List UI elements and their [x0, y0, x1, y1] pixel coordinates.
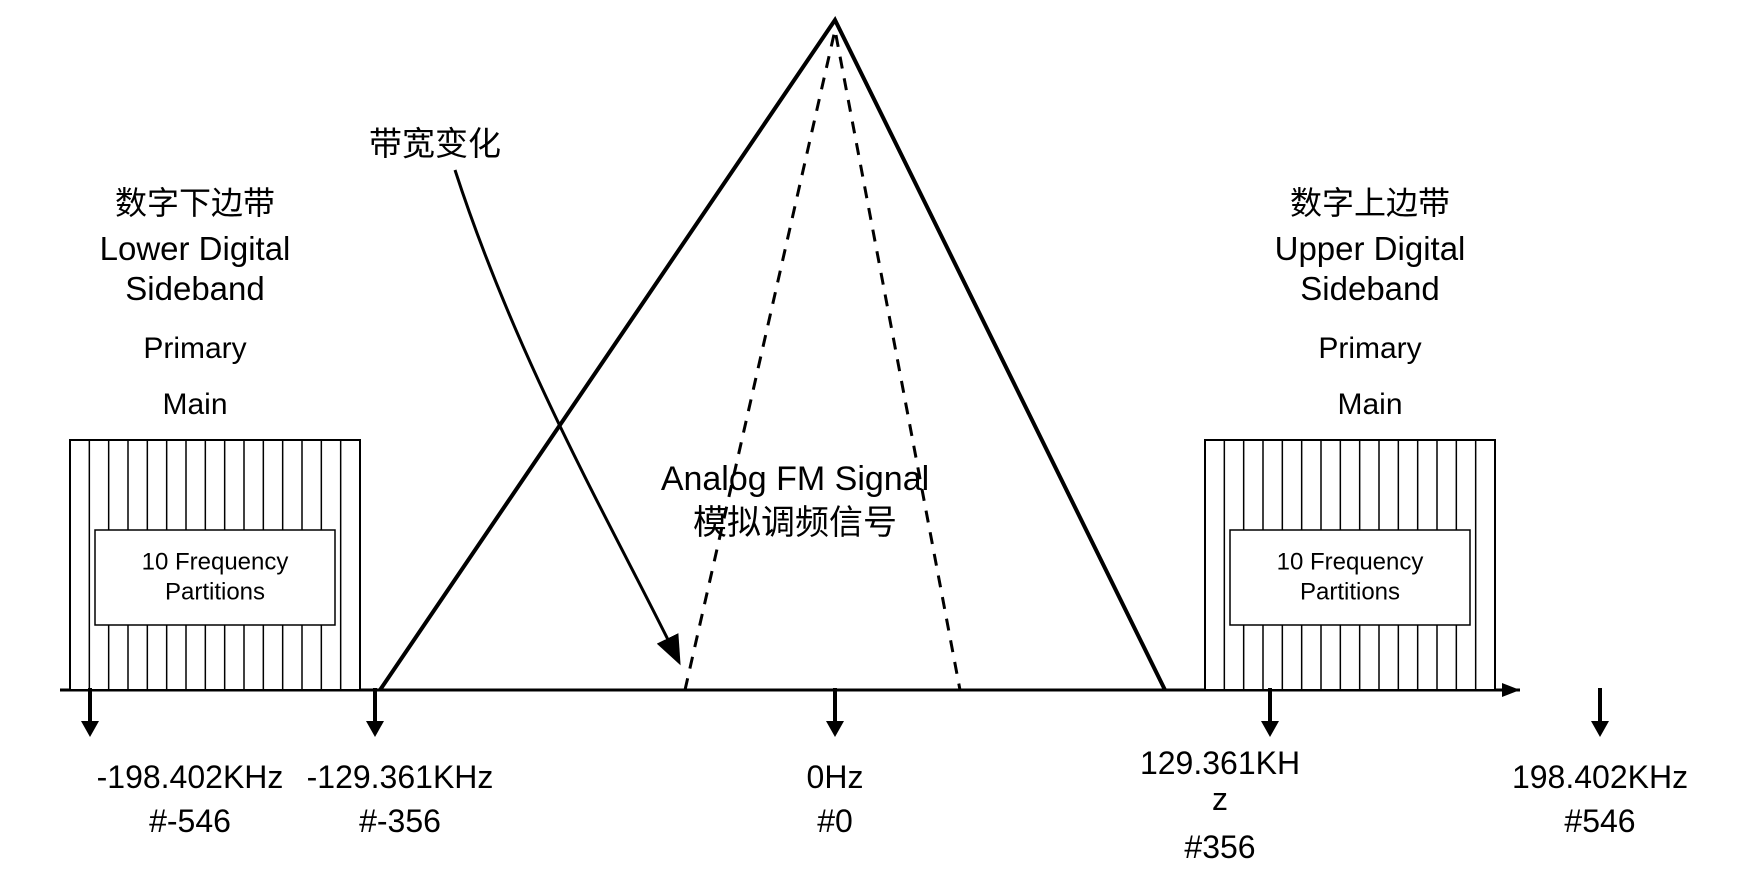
tick-arrowhead-0 — [81, 721, 99, 737]
tick-hash-0: #-546 — [149, 803, 231, 839]
tick-freq-3-l1: 129.361KH — [1140, 745, 1300, 781]
spectrum-diagram: 10 Frequency Partitions 10 Frequency Partit… — [0, 0, 1762, 888]
tick-hash-1: #-356 — [359, 803, 441, 839]
tick-freq-1: -129.361KHz — [307, 759, 494, 795]
tick-freq-3-l2: z — [1212, 781, 1228, 817]
upper-sideband-label-en2: Sideband — [1300, 270, 1439, 307]
upper-sideband-label-primary: Primary — [1318, 332, 1421, 365]
tick-freq-4: 198.402KHz — [1512, 759, 1688, 795]
upper-sideband-caption-l1: 10 Frequency — [1277, 549, 1424, 576]
lower-sideband-inner-box — [95, 530, 335, 625]
lower-sideband-label-cn: 数字下边带 — [115, 185, 275, 221]
upper-sideband-label-cn: 数字上边带 — [1290, 185, 1450, 221]
x-axis-arrow — [1502, 683, 1520, 697]
lower-sideband-caption-l1: 10 Frequency — [142, 549, 289, 576]
upper-sideband-label-main: Main — [1337, 388, 1402, 421]
tick-freq-2: 0Hz — [807, 759, 864, 795]
upper-sideband-inner-box — [1230, 530, 1470, 625]
bandwidth-label: 带宽变化 — [369, 125, 501, 162]
tick-hash-2: #0 — [817, 803, 853, 839]
analog-label-cn: 模拟调频信号 — [693, 504, 897, 542]
lower-sideband-label-main: Main — [162, 388, 227, 421]
lower-sideband-label-primary: Primary — [143, 332, 246, 365]
analog-triangle-dashed — [685, 30, 960, 690]
analog-triangle-solid — [380, 20, 1165, 690]
upper-sideband-label-en1: Upper Digital — [1275, 230, 1466, 267]
tick-arrowhead-2 — [826, 721, 844, 737]
tick-hash-3: #356 — [1184, 829, 1255, 865]
tick-arrowhead-4 — [1591, 721, 1609, 737]
lower-sideband-label-en2: Sideband — [125, 270, 264, 307]
lower-sideband-caption-l2: Partitions — [165, 579, 265, 606]
tick-hash-4: #546 — [1564, 803, 1635, 839]
tick-freq-0: -198.402KHz — [97, 759, 284, 795]
upper-sideband-caption-l2: Partitions — [1300, 579, 1400, 606]
tick-arrowhead-3 — [1261, 721, 1279, 737]
tick-arrowhead-1 — [366, 721, 384, 737]
lower-sideband-label-en1: Lower Digital — [100, 230, 291, 267]
analog-label-en: Analog FM Signal — [661, 460, 929, 498]
